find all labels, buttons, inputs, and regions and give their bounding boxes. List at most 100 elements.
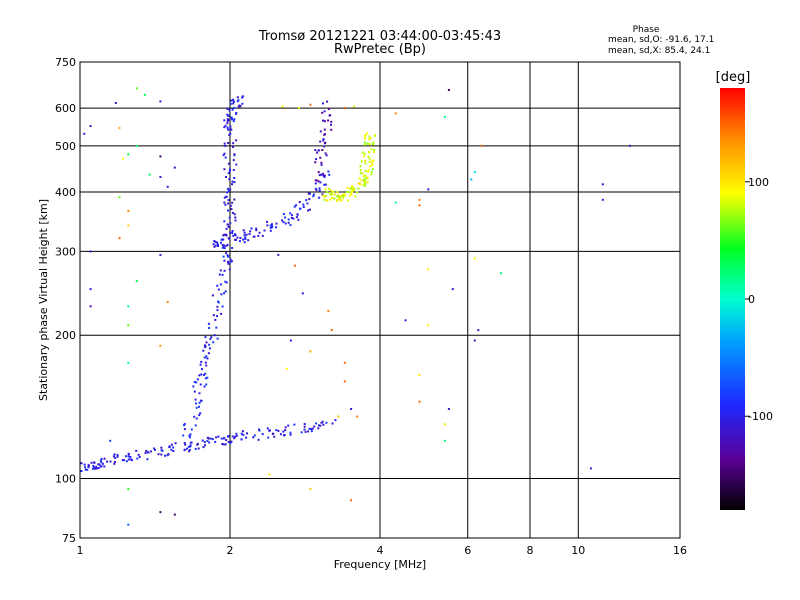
echo-point [373, 149, 376, 151]
echo-point [290, 214, 293, 217]
echo-point [326, 100, 329, 103]
echo-point [303, 425, 306, 428]
echo-point [629, 144, 631, 147]
echo-point [182, 434, 185, 437]
echo-point [114, 102, 117, 104]
echo-point [227, 255, 230, 258]
echo-point [356, 415, 359, 418]
echo-point [210, 336, 213, 339]
echo-point [285, 367, 288, 370]
echo-point [225, 234, 228, 237]
echo-point [127, 523, 130, 526]
echo-point [261, 433, 264, 436]
echo-point [199, 363, 202, 366]
echo-point [159, 155, 162, 158]
echo-point [257, 438, 260, 441]
echo-point [325, 421, 328, 424]
echo-point [97, 463, 100, 466]
echo-point [307, 209, 309, 212]
echo-point [220, 437, 223, 440]
echo-point [127, 153, 130, 156]
echo-point [226, 122, 229, 125]
echo-point [145, 449, 148, 452]
echo-point [327, 309, 330, 312]
echo-point [130, 458, 133, 461]
echo-point [225, 176, 227, 178]
echo-point [222, 443, 225, 446]
echo-point [206, 436, 209, 439]
echo-point [232, 169, 235, 171]
echo-point [351, 185, 354, 188]
echo-point [238, 104, 241, 107]
echo-point [322, 174, 325, 177]
echo-point [330, 329, 333, 332]
echo-point [244, 236, 247, 239]
colorbar-label: [deg] [716, 70, 751, 85]
echo-point [223, 233, 226, 236]
echo-point [129, 456, 132, 458]
echo-point [217, 300, 219, 303]
y-tick-label: 500 [55, 140, 76, 153]
echo-point [205, 383, 208, 386]
echo-point [418, 204, 421, 207]
echo-point [226, 243, 229, 246]
echo-point [312, 193, 315, 196]
echo-point [267, 436, 270, 439]
echo-point [327, 108, 330, 110]
echo-point [371, 168, 374, 171]
echo-point [331, 196, 333, 199]
echo-point [234, 219, 237, 222]
echo-point [370, 148, 373, 151]
echo-point [239, 237, 242, 239]
echo-point [318, 187, 321, 190]
echo-point [135, 87, 138, 90]
x-tick-labels: 1 2 4 6 8 10 16 [77, 544, 688, 557]
echo-point [157, 453, 160, 456]
echo-point [242, 433, 245, 436]
echo-point [229, 132, 232, 135]
echo-point [427, 324, 430, 327]
echo-point [240, 432, 243, 435]
echo-point [213, 245, 216, 248]
echo-point [289, 431, 292, 434]
echo-point [149, 450, 152, 453]
echo-point [225, 195, 228, 198]
echo-point [340, 199, 343, 202]
echo-point [229, 102, 232, 105]
echo-point [84, 466, 86, 469]
echo-point [325, 154, 328, 157]
echo-point [227, 225, 230, 228]
echo-point [319, 140, 322, 143]
echo-point [203, 356, 206, 359]
echo-point [316, 151, 319, 154]
echo-point [199, 383, 202, 386]
echo-point [198, 401, 201, 404]
echo-point [188, 449, 191, 451]
echo-point [312, 195, 315, 198]
echo-point [201, 439, 204, 442]
echo-point [223, 142, 226, 145]
echo-point [216, 244, 219, 247]
echo-point [89, 250, 92, 253]
echo-point [127, 455, 130, 458]
chart-subtitle: RwPretec (Bp) [334, 42, 426, 57]
echo-point [234, 234, 237, 237]
echo-point [365, 132, 368, 135]
echo-point [309, 208, 311, 211]
echo-point [358, 182, 361, 185]
echo-point [220, 241, 222, 244]
echo-point [202, 349, 205, 352]
echo-point [328, 114, 331, 117]
echo-point [451, 288, 454, 291]
echo-point [223, 244, 225, 247]
echo-point [232, 98, 234, 101]
echo-point [297, 218, 300, 221]
echo-point [366, 142, 369, 145]
echo-point [190, 428, 193, 431]
echo-point [287, 218, 290, 221]
echo-point [109, 439, 112, 442]
echo-point [418, 198, 421, 201]
echo-point [332, 190, 335, 193]
echo-point [266, 220, 268, 223]
echo-point [327, 119, 330, 122]
